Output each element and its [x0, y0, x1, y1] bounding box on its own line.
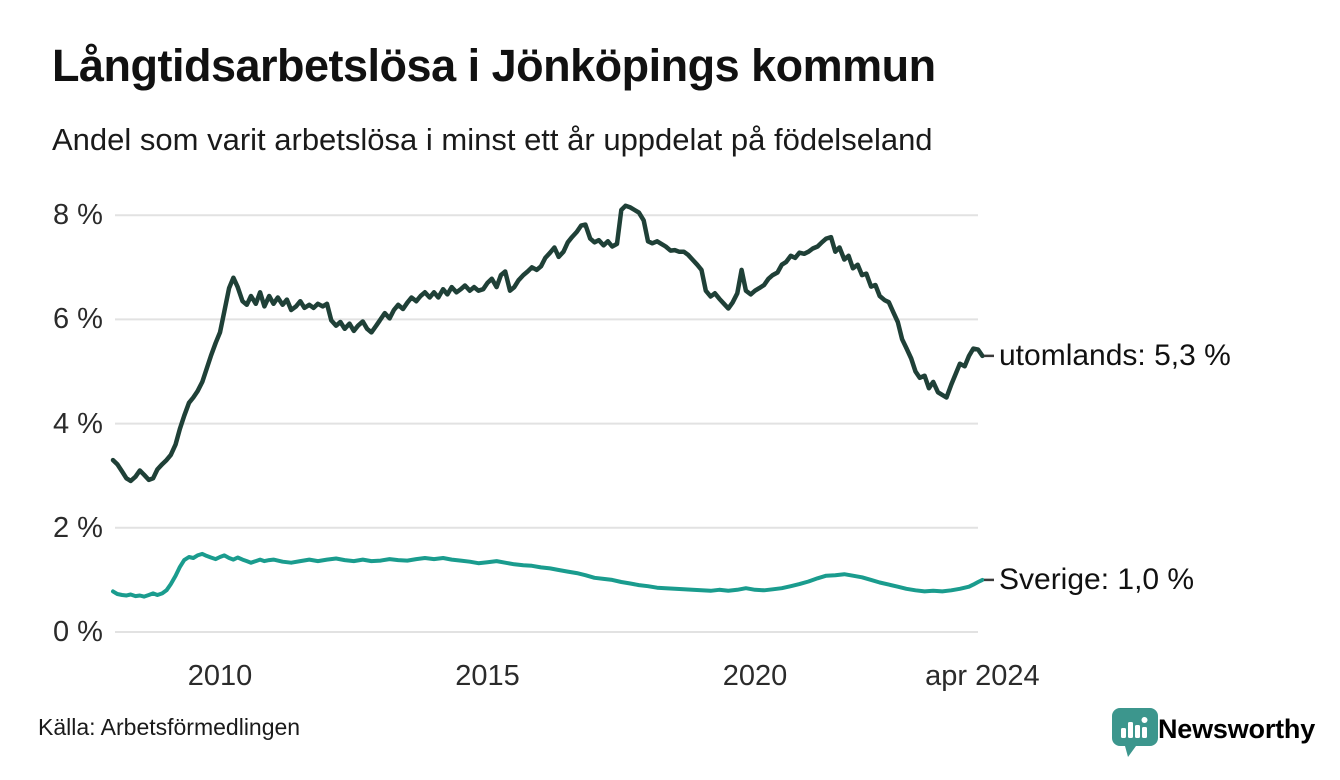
- y-axis-tick-label: 2 %: [53, 511, 103, 544]
- y-axis-tick-label: 6 %: [53, 303, 103, 336]
- newsworthy-wordmark: Newsworthy: [1158, 714, 1316, 744]
- exclamation-bar: [1142, 727, 1147, 738]
- x-axis-tick-label: 2020: [722, 660, 788, 692]
- source-text: Källa: Arbetsförmedlingen: [38, 714, 301, 740]
- bar-2: [1128, 722, 1133, 738]
- newsworthy-logo: Newsworthy: [1112, 706, 1332, 766]
- series-line-sverige: [111, 551, 985, 599]
- page-title: Långtidsarbetslösa i Jönköpings kommun: [52, 40, 936, 91]
- x-axis-tick-label: 2010: [187, 660, 253, 692]
- bar-1: [1121, 728, 1126, 738]
- y-axis-tick-label: 0 %: [53, 616, 103, 648]
- bar-3: [1135, 725, 1140, 738]
- x-axis-tick-label: apr 2024: [925, 660, 1040, 692]
- page-subtitle: Andel som varit arbetslösa i minst ett å…: [52, 122, 933, 157]
- series-end-label-sverige: Sverige: 1,0 %: [999, 562, 1195, 596]
- series-line-utomlands: [110, 203, 985, 484]
- exclamation-dot: [1141, 717, 1148, 723]
- newsworthy-logo-icon: [1112, 708, 1158, 757]
- y-axis-tick-label: 4 %: [53, 407, 103, 440]
- x-axis-tick-label: 2015: [455, 660, 520, 692]
- y-axis-tick-label: 8 %: [53, 199, 103, 232]
- series-end-label-utomlands: utomlands: 5,3 %: [999, 338, 1231, 372]
